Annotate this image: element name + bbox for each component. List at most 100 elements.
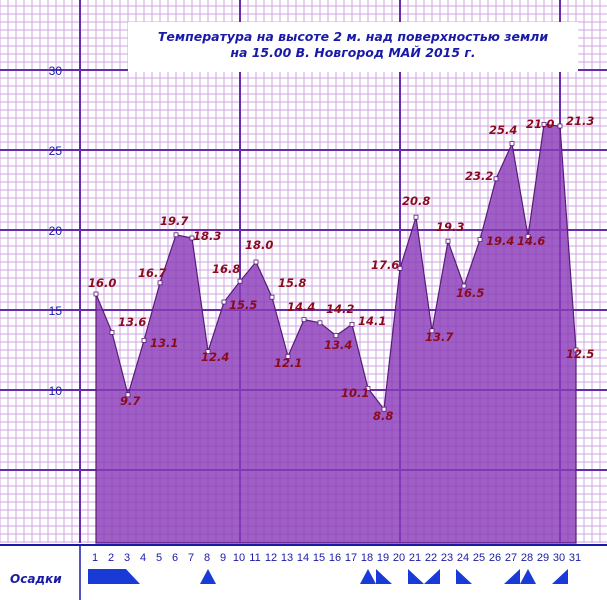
data-label: 12.4 xyxy=(201,350,229,364)
x-tick-label: 26 xyxy=(489,552,501,564)
data-label: 12.1 xyxy=(274,356,302,370)
y-tick-label: 20 xyxy=(49,224,63,238)
data-label: 15.5 xyxy=(229,298,257,312)
data-label: 13.6 xyxy=(118,315,146,329)
x-tick-label: 6 xyxy=(172,552,178,564)
data-point xyxy=(317,320,323,326)
data-label: 13.7 xyxy=(425,330,453,344)
data-point xyxy=(253,259,259,265)
data-point xyxy=(141,337,147,343)
data-label: 25.4 xyxy=(489,123,517,137)
data-point xyxy=(381,406,387,412)
x-tick-label: 1 xyxy=(92,552,98,564)
x-tick-label: 4 xyxy=(140,552,146,564)
data-point xyxy=(397,265,403,271)
precipitation-marker xyxy=(520,569,536,584)
data-label: 14.1 xyxy=(358,314,386,328)
data-point xyxy=(189,235,195,241)
data-label: 12.5 xyxy=(566,347,594,361)
data-label: 16.0 xyxy=(88,276,116,290)
precipitation-band xyxy=(88,569,140,584)
data-label: 19.4 xyxy=(486,234,514,248)
data-point xyxy=(413,214,419,220)
data-labels: 16.0 13.6 9.7 16.7 13.1 19.7 18.3 12.4 16.8 15.5 1… xyxy=(88,114,594,423)
data-point xyxy=(157,280,163,286)
x-tick-label: 11 xyxy=(249,552,260,564)
data-label: 16.8 xyxy=(212,262,240,276)
data-label: 13.4 xyxy=(324,338,352,352)
precipitation-marker xyxy=(408,569,424,584)
data-point xyxy=(125,392,131,398)
x-tick-label: 18 xyxy=(361,552,373,564)
data-label: 17.6 xyxy=(371,258,399,272)
x-tick-label: 5 xyxy=(156,552,162,564)
x-tick-label: 15 xyxy=(313,552,325,564)
precipitation-marker xyxy=(360,569,376,584)
precipitation-marker xyxy=(424,569,440,584)
data-label: 16.7 xyxy=(138,266,166,280)
title-background xyxy=(128,22,578,72)
data-label: 8.8 xyxy=(373,409,393,423)
x-tick-label: 14 xyxy=(297,552,309,564)
x-tick-labels: 1 2 3 4 5 6 7 8 9 10 11 12 13 14 15 16 17 18 19 20 21 22 23 24 2… xyxy=(92,552,581,564)
x-tick-label: 10 xyxy=(233,552,245,564)
data-point xyxy=(445,238,451,244)
data-label: 15.8 xyxy=(278,276,306,290)
temperature-area-fill xyxy=(95,123,577,544)
data-point xyxy=(237,278,243,284)
x-tick-label: 24 xyxy=(457,552,469,564)
precipitation-row xyxy=(88,569,568,584)
x-tick-label: 17 xyxy=(345,552,357,564)
x-tick-label: 29 xyxy=(537,552,549,564)
x-tick-label: 25 xyxy=(473,552,485,564)
chart-title-line2: на 15.00 В. Новгород МАЙ 2015 г. xyxy=(230,45,475,60)
temperature-area xyxy=(95,123,577,544)
data-label: 13.1 xyxy=(150,336,178,350)
data-point xyxy=(493,176,499,182)
x-tick-label: 7 xyxy=(188,552,194,564)
precipitation-marker xyxy=(376,569,392,584)
data-point xyxy=(93,291,99,297)
x-tick-label: 31 xyxy=(569,552,581,564)
data-label: 21.3 xyxy=(566,114,594,128)
axes xyxy=(0,544,607,600)
y-tick-label: 15 xyxy=(49,304,63,318)
data-point xyxy=(109,329,115,335)
x-tick-label: 21 xyxy=(409,552,421,564)
data-points xyxy=(93,122,579,412)
data-label: 19.3 xyxy=(436,220,464,234)
data-point xyxy=(477,237,483,243)
data-label: 20.8 xyxy=(402,194,430,208)
data-point xyxy=(221,299,227,305)
data-point xyxy=(429,328,435,334)
precipitation-marker xyxy=(504,569,520,584)
data-label: 18.0 xyxy=(245,238,273,252)
precipitation-marker xyxy=(552,569,568,584)
y-tick-labels: 30 25 20 15 10 xyxy=(49,64,63,398)
x-tick-label: 8 xyxy=(204,552,210,564)
x-tick-label: 16 xyxy=(329,552,341,564)
chart-title-line1: Температура на высоте 2 м. над поверхнос… xyxy=(158,29,548,44)
x-tick-label: 28 xyxy=(521,552,533,564)
y-tick-label: 10 xyxy=(49,384,63,398)
data-point xyxy=(365,385,371,391)
x-tick-label: 12 xyxy=(265,552,277,564)
x-tick-label: 27 xyxy=(505,552,517,564)
data-point xyxy=(557,123,563,129)
data-label: 14.6 xyxy=(517,234,545,248)
data-point xyxy=(349,321,355,327)
x-tick-label: 19 xyxy=(377,552,389,564)
data-point xyxy=(541,122,547,127)
data-point xyxy=(333,333,339,339)
x-tick-label: 2 xyxy=(108,552,114,564)
x-tick-label: 3 xyxy=(124,552,130,564)
data-point xyxy=(205,349,211,355)
precipitation-marker xyxy=(456,569,472,584)
data-label: 14.4 xyxy=(287,300,315,314)
x-tick-label: 13 xyxy=(281,552,293,564)
data-label: 10.1 xyxy=(341,386,369,400)
data-point xyxy=(285,353,291,359)
data-point xyxy=(301,317,307,323)
data-point xyxy=(525,233,531,239)
